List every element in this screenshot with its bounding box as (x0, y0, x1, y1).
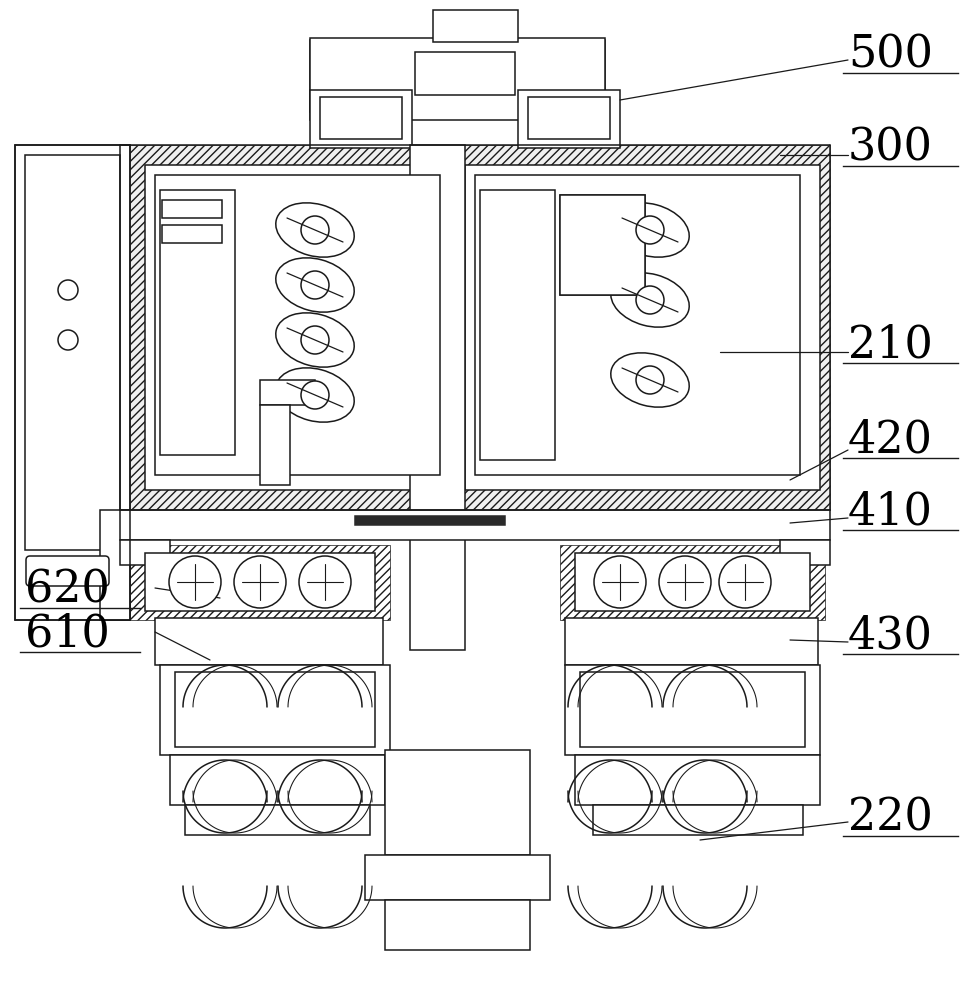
Circle shape (234, 556, 286, 608)
Text: 410: 410 (848, 490, 933, 534)
Bar (162, 200, 222, 218)
Bar (162, 225, 222, 243)
Bar (355, 516, 505, 525)
Bar (100, 510, 130, 620)
Bar (515, 40, 605, 112)
Circle shape (301, 216, 329, 244)
Text: 430: 430 (848, 614, 933, 658)
Bar (780, 540, 830, 565)
Bar (565, 665, 820, 755)
Bar (400, 57, 435, 112)
Bar (160, 665, 390, 755)
Bar (465, 165, 820, 490)
Bar (365, 855, 550, 900)
Bar (415, 52, 515, 95)
Bar (580, 672, 805, 747)
Bar (565, 618, 818, 665)
Ellipse shape (610, 273, 689, 327)
Bar (320, 97, 402, 139)
Text: 220: 220 (848, 796, 933, 840)
Bar (528, 97, 610, 139)
Text: 210: 210 (848, 323, 933, 367)
Bar (310, 40, 400, 112)
Ellipse shape (276, 368, 354, 422)
Circle shape (636, 366, 664, 394)
Circle shape (301, 271, 329, 299)
Circle shape (58, 280, 78, 300)
Bar (575, 755, 820, 805)
Text: 300: 300 (848, 126, 933, 170)
Bar (518, 90, 620, 148)
Bar (260, 405, 290, 485)
Bar (130, 545, 390, 620)
Circle shape (594, 556, 646, 608)
Circle shape (301, 326, 329, 354)
Bar (25, 155, 120, 550)
Bar (575, 553, 810, 611)
Bar (120, 510, 830, 540)
Bar (385, 900, 530, 950)
Text: 610: 610 (25, 612, 110, 656)
Ellipse shape (610, 353, 689, 407)
Bar (310, 90, 412, 148)
Ellipse shape (276, 313, 354, 367)
Bar (560, 545, 825, 620)
Bar (120, 540, 170, 565)
Bar (175, 672, 375, 747)
Text: 420: 420 (848, 418, 933, 462)
Text: 500: 500 (848, 33, 933, 77)
Circle shape (659, 556, 711, 608)
Bar (435, 40, 515, 112)
Circle shape (169, 556, 221, 608)
Bar (433, 10, 518, 42)
Bar (120, 145, 830, 510)
Circle shape (636, 216, 664, 244)
Bar (560, 195, 645, 295)
Bar (170, 755, 385, 805)
Circle shape (636, 286, 664, 314)
Bar (160, 190, 235, 455)
Bar (593, 805, 803, 835)
Bar (145, 165, 455, 490)
Bar (260, 380, 315, 405)
Ellipse shape (276, 203, 354, 257)
Bar (185, 805, 370, 835)
Bar (155, 175, 440, 475)
Ellipse shape (276, 258, 354, 312)
Bar (560, 195, 645, 295)
Circle shape (301, 381, 329, 409)
Bar (385, 750, 530, 855)
Bar (145, 553, 375, 611)
FancyBboxPatch shape (26, 556, 109, 586)
Circle shape (299, 556, 351, 608)
Bar (480, 190, 555, 460)
Bar (410, 145, 465, 650)
Bar (15, 145, 130, 620)
Text: 620: 620 (25, 568, 110, 612)
Circle shape (719, 556, 771, 608)
Bar (475, 175, 800, 475)
Bar (310, 38, 605, 120)
Ellipse shape (610, 203, 689, 257)
Bar (435, 40, 515, 80)
Bar (155, 618, 383, 665)
Circle shape (58, 330, 78, 350)
